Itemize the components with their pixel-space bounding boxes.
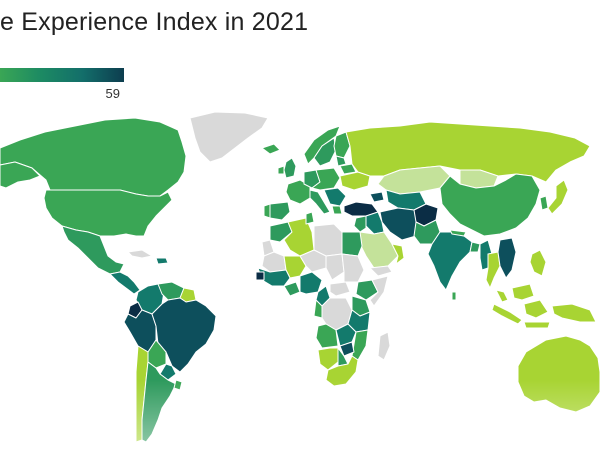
color-legend: 59 xyxy=(0,68,124,101)
baltics xyxy=(335,155,347,167)
balkans xyxy=(323,187,347,207)
tunisia xyxy=(305,211,315,225)
levant xyxy=(353,215,367,233)
west-africa-coast xyxy=(257,267,291,287)
cuba xyxy=(127,249,153,259)
korea xyxy=(539,195,549,211)
sudan xyxy=(341,253,365,283)
russia xyxy=(345,121,591,183)
nigeria xyxy=(299,271,323,295)
united-kingdom xyxy=(283,157,297,179)
central-america xyxy=(109,271,141,295)
greenland xyxy=(189,111,269,163)
zimbabwe xyxy=(339,341,355,357)
paraguay xyxy=(159,363,177,381)
china xyxy=(439,173,541,237)
nepal xyxy=(449,229,467,237)
malaysia xyxy=(495,283,535,303)
france xyxy=(285,179,311,205)
iceland xyxy=(261,143,281,155)
united-states xyxy=(43,189,173,237)
uruguay xyxy=(173,379,183,391)
madagascar xyxy=(377,331,391,361)
belarus xyxy=(339,163,357,175)
algeria xyxy=(283,217,315,257)
chad xyxy=(325,253,345,281)
india xyxy=(427,231,473,291)
senegal xyxy=(255,271,265,281)
central-african-rep xyxy=(329,281,351,297)
bangladesh xyxy=(469,241,481,253)
canada xyxy=(0,117,187,197)
peru xyxy=(123,309,157,353)
mexico xyxy=(61,225,125,275)
japan xyxy=(547,179,569,215)
saudi-arabia xyxy=(359,231,399,269)
greece xyxy=(331,205,343,215)
morocco xyxy=(269,221,293,243)
sri-lanka xyxy=(451,291,457,301)
portugal xyxy=(263,203,271,219)
world-choropleth-map xyxy=(0,111,600,443)
chart-title: e Experience Index in 2021 xyxy=(0,8,309,36)
legend-gradient-bar xyxy=(0,68,124,82)
somalia xyxy=(369,275,389,307)
alaska xyxy=(0,161,41,189)
laos-vietnam xyxy=(497,237,517,279)
central-europe xyxy=(311,167,341,191)
yemen xyxy=(369,265,393,277)
thailand xyxy=(485,251,501,289)
philippines xyxy=(529,249,547,277)
ethiopia xyxy=(355,279,379,301)
egypt xyxy=(341,231,363,257)
italy xyxy=(309,189,331,215)
legend-max-label: 59 xyxy=(105,86,120,101)
ghana-area xyxy=(283,281,301,297)
libya xyxy=(313,223,343,257)
mauritania xyxy=(261,251,287,273)
subtitle-fragment xyxy=(196,36,366,50)
ireland xyxy=(277,165,285,175)
hispaniola xyxy=(155,257,169,265)
oman xyxy=(391,243,405,265)
australia xyxy=(517,335,600,413)
indonesia xyxy=(491,299,597,329)
angola xyxy=(315,323,339,349)
caucasus xyxy=(369,191,385,203)
